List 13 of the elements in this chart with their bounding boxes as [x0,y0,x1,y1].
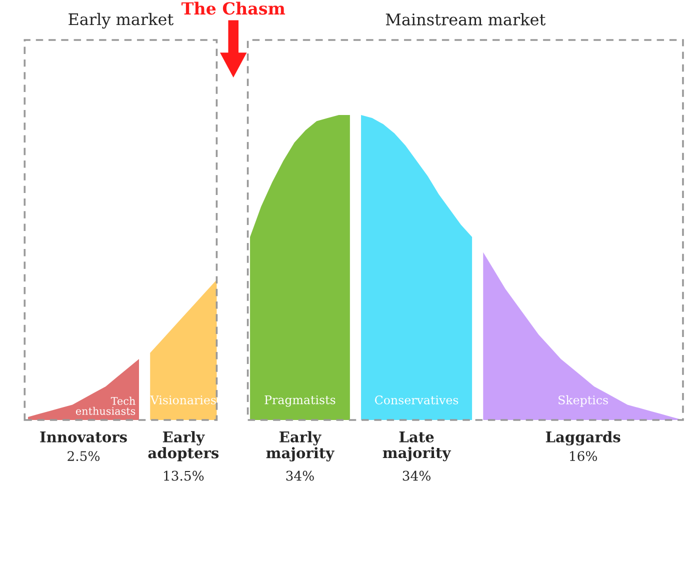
series-label: Pragmatists [264,395,336,407]
text: Early majority 34% [266,431,334,481]
series-label: Conservatives [375,395,458,404]
text: Laggards 16% [546,431,620,462]
series-label: Skeptics [558,395,608,407]
series-label: Visionaries [150,396,216,404]
text: Mainstream market [386,13,546,26]
text: Innovators 2.5% [40,432,127,462]
text: Early market [68,12,174,29]
text: Late majority 34% [382,432,452,481]
text: Early adopters 13.5% [148,431,219,481]
text: The Chasm [181,2,286,15]
series-label: Tech enthusiasts [76,396,136,415]
